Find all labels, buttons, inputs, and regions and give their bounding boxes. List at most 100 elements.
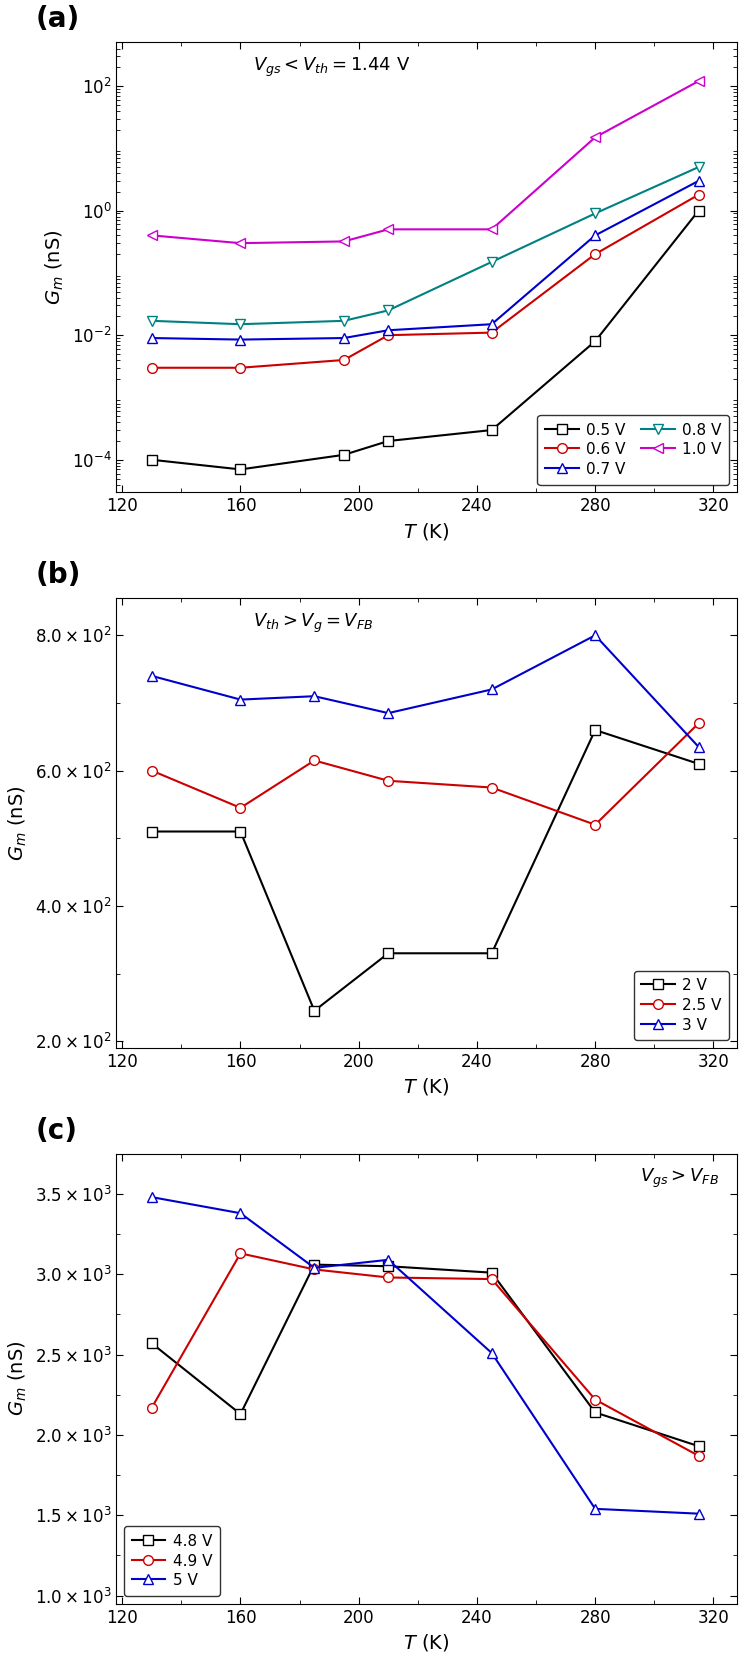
0.6 V (339, 350, 348, 370)
Legend: 4.8 V, 4.9 V, 5 V: 4.8 V, 4.9 V, 5 V (124, 1526, 220, 1595)
2.5 V (384, 770, 393, 790)
4.9 V (487, 1270, 496, 1290)
0.5 V (236, 460, 245, 480)
4.8 V (487, 1263, 496, 1283)
2.5 V (310, 750, 319, 770)
0.7 V (339, 329, 348, 349)
1.0 V (147, 226, 156, 246)
1.0 V (339, 231, 348, 251)
0.6 V (147, 359, 156, 378)
Line: 3 V: 3 V (147, 631, 704, 752)
0.8 V (236, 314, 245, 334)
Y-axis label: $G_{\mathit{m}}$ (nS): $G_{\mathit{m}}$ (nS) (7, 785, 30, 862)
2.5 V (147, 760, 156, 780)
4.9 V (694, 1446, 703, 1466)
0.8 V (591, 204, 600, 224)
Text: (b): (b) (36, 561, 81, 589)
3 V (591, 626, 600, 646)
Legend: 0.5 V, 0.6 V, 0.7 V, 0.8 V, 1.0 V: 0.5 V, 0.6 V, 0.7 V, 0.8 V, 1.0 V (537, 415, 729, 485)
2.5 V (236, 798, 245, 818)
2 V (384, 943, 393, 963)
3 V (310, 686, 319, 706)
3 V (487, 679, 496, 699)
Text: $V_{\mathit{gs}} > V_{\mathit{FB}}$: $V_{\mathit{gs}} > V_{\mathit{FB}}$ (640, 1167, 719, 1190)
0.8 V (384, 300, 393, 320)
0.7 V (384, 320, 393, 340)
0.5 V (591, 332, 600, 352)
X-axis label: $T$ (K): $T$ (K) (403, 1076, 450, 1097)
0.8 V (147, 310, 156, 330)
0.5 V (384, 432, 393, 452)
Line: 2.5 V: 2.5 V (147, 719, 704, 830)
4.9 V (384, 1268, 393, 1288)
1.0 V (384, 219, 393, 239)
0.7 V (236, 330, 245, 350)
0.5 V (694, 201, 703, 221)
Y-axis label: $G_{\mathit{m}}$ (nS): $G_{\mathit{m}}$ (nS) (44, 229, 66, 305)
Line: 0.5 V: 0.5 V (147, 206, 704, 475)
2 V (591, 720, 600, 740)
4.9 V (236, 1243, 245, 1263)
Line: 0.6 V: 0.6 V (147, 189, 704, 372)
4.8 V (236, 1404, 245, 1424)
0.8 V (487, 252, 496, 272)
2 V (694, 754, 703, 774)
0.6 V (694, 184, 703, 204)
Line: 0.7 V: 0.7 V (147, 176, 704, 344)
0.5 V (339, 445, 348, 465)
Text: (a): (a) (36, 5, 80, 33)
2 V (310, 1001, 319, 1021)
3 V (147, 666, 156, 686)
5 V (487, 1343, 496, 1363)
4.9 V (310, 1260, 319, 1280)
0.7 V (487, 314, 496, 334)
3 V (236, 689, 245, 709)
Line: 2 V: 2 V (147, 725, 704, 1016)
5 V (591, 1499, 600, 1519)
1.0 V (591, 128, 600, 148)
4.9 V (591, 1389, 600, 1409)
2.5 V (487, 777, 496, 797)
2 V (487, 943, 496, 963)
4.9 V (147, 1398, 156, 1418)
Line: 4.8 V: 4.8 V (147, 1260, 704, 1451)
2 V (147, 822, 156, 842)
Legend: 2 V, 2.5 V, 3 V: 2 V, 2.5 V, 3 V (633, 971, 729, 1041)
4.8 V (147, 1333, 156, 1353)
4.8 V (694, 1436, 703, 1456)
4.8 V (310, 1255, 319, 1275)
X-axis label: $T$ (K): $T$ (K) (403, 1632, 450, 1653)
5 V (384, 1250, 393, 1270)
4.8 V (591, 1403, 600, 1423)
3 V (384, 704, 393, 724)
Line: 5 V: 5 V (147, 1192, 704, 1519)
0.8 V (339, 310, 348, 330)
Text: $V_{\mathit{gs}} < V_{\mathit{th}} = 1.44$ V: $V_{\mathit{gs}} < V_{\mathit{th}} = 1.4… (253, 56, 410, 80)
Text: (c): (c) (36, 1117, 77, 1145)
0.7 V (694, 171, 703, 191)
X-axis label: $T$ (K): $T$ (K) (403, 521, 450, 541)
2 V (236, 822, 245, 842)
5 V (147, 1187, 156, 1207)
0.5 V (147, 450, 156, 470)
4.8 V (384, 1257, 393, 1277)
Line: 0.8 V: 0.8 V (147, 163, 704, 329)
0.6 V (487, 322, 496, 342)
0.7 V (147, 329, 156, 349)
Y-axis label: $G_{\mathit{m}}$ (nS): $G_{\mathit{m}}$ (nS) (7, 1341, 29, 1416)
0.7 V (591, 226, 600, 246)
1.0 V (236, 232, 245, 252)
0.5 V (487, 420, 496, 440)
0.8 V (694, 158, 703, 178)
5 V (694, 1504, 703, 1524)
3 V (694, 737, 703, 757)
0.6 V (384, 325, 393, 345)
5 V (310, 1258, 319, 1278)
5 V (236, 1204, 245, 1223)
0.6 V (236, 359, 245, 378)
1.0 V (487, 219, 496, 239)
2.5 V (694, 714, 703, 734)
2.5 V (591, 815, 600, 835)
Line: 4.9 V: 4.9 V (147, 1248, 704, 1461)
0.6 V (591, 244, 600, 264)
